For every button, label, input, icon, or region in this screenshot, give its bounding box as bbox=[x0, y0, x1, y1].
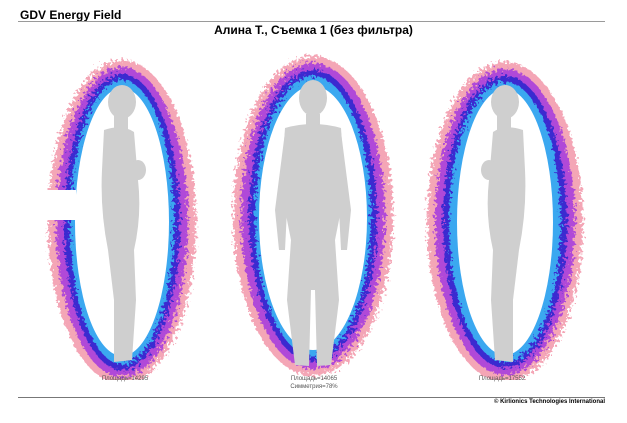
aura-panel-right-profile: Площадь=17552 bbox=[407, 40, 597, 400]
area-label: Площадь=17552 bbox=[478, 376, 526, 382]
body-silhouette bbox=[275, 80, 351, 366]
copyright-text: © Kirlionics Technologies International bbox=[494, 399, 605, 405]
footer-divider bbox=[18, 397, 605, 398]
aura-image-right-profile bbox=[427, 62, 583, 380]
aura-image-front bbox=[233, 56, 393, 376]
aura-panel-left-profile: Площадь=14295 bbox=[30, 40, 220, 400]
header-divider bbox=[18, 21, 605, 22]
aura-image-left-profile bbox=[30, 60, 196, 380]
aura-panel-front: Площадь=14065 Симметрия=78% bbox=[219, 40, 409, 400]
body-silhouette bbox=[101, 85, 146, 362]
symmetry-label: Симметрия=78% bbox=[290, 384, 338, 390]
area-label: Площадь=14065 bbox=[290, 376, 338, 382]
app-title: GDV Energy Field bbox=[20, 8, 122, 22]
body-silhouette bbox=[481, 85, 526, 362]
area-label: Площадь=14295 bbox=[101, 376, 149, 382]
report-title: Алина Т., Съемка 1 (без фильтра) bbox=[214, 23, 413, 37]
